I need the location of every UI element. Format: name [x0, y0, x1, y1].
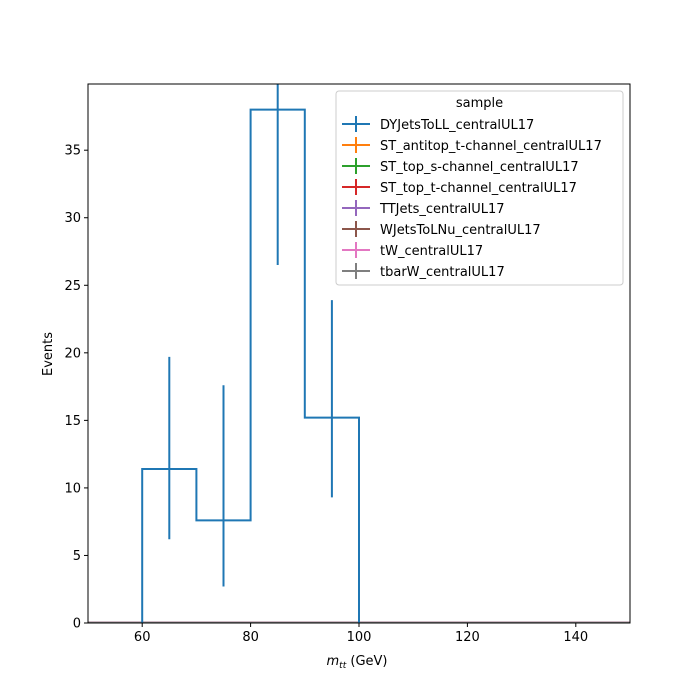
legend-entry: WJetsToLNu_centralUL17: [342, 221, 541, 238]
legend-entry-label: tW_centralUL17: [380, 244, 483, 259]
legend-entry-label: DYJetsToLL_centralUL17: [380, 118, 534, 133]
legend-entries: DYJetsToLL_centralUL17 ST_antitop_t-chann…: [342, 116, 602, 280]
y-tick-label: 15: [64, 414, 81, 429]
main-series-group: [141, 84, 360, 623]
legend-entry-label: TTJets_centralUL17: [379, 202, 505, 217]
legend-entry: TTJets_centralUL17: [342, 200, 505, 217]
y-tick-label: 35: [64, 144, 81, 159]
legend-entry-label: ST_top_s-channel_centralUL17: [380, 160, 579, 175]
x-axis: 60 80 100 120 140: [134, 623, 588, 645]
x-tick-label: 100: [347, 630, 372, 645]
y-tick-label: 20: [64, 346, 81, 361]
legend-title: sample: [456, 96, 503, 111]
x-tick-label: 140: [563, 630, 588, 645]
legend-entry-label: tbarW_centralUL17: [380, 265, 505, 280]
legend-entry: DYJetsToLL_centralUL17: [342, 116, 534, 133]
y-tick-label: 25: [64, 279, 81, 294]
y-axis-label: Events: [41, 332, 56, 376]
x-axis-label-sub: tt: [339, 661, 347, 671]
legend-entry: ST_top_t-channel_centralUL17: [342, 179, 577, 196]
y-tick-label: 5: [73, 549, 81, 564]
legend-box: [335, 90, 624, 286]
legend-entry: tbarW_centralUL17: [342, 263, 505, 280]
legend: sample DYJetsToLL_centralUL17 ST_antitop_…: [335, 90, 624, 286]
legend-entry-label: ST_antitop_t-channel_centralUL17: [380, 139, 602, 154]
legend-entry: tW_centralUL17: [342, 242, 483, 259]
x-tick-label: 60: [134, 630, 151, 645]
x-tick-label: 120: [455, 630, 480, 645]
x-tick-label: 80: [242, 630, 259, 645]
y-tick-label: 10: [64, 481, 81, 496]
legend-entry: ST_top_s-channel_centralUL17: [342, 158, 579, 175]
x-axis-label-main: m: [327, 654, 340, 669]
legend-entry-label: ST_top_t-channel_centralUL17: [380, 181, 577, 196]
legend-entry-label: WJetsToLNu_centralUL17: [380, 223, 541, 238]
legend-entry: ST_antitop_t-channel_centralUL17: [342, 137, 602, 154]
y-axis: 0 5 10 15 20 25 30 35: [64, 144, 88, 632]
y-tick-label: 0: [73, 617, 81, 632]
x-axis-label: mtt (GeV): [327, 654, 388, 671]
histogram-step-line: [141, 108, 360, 623]
x-axis-label-unit: (GeV): [346, 654, 387, 669]
y-tick-label: 30: [64, 211, 81, 226]
